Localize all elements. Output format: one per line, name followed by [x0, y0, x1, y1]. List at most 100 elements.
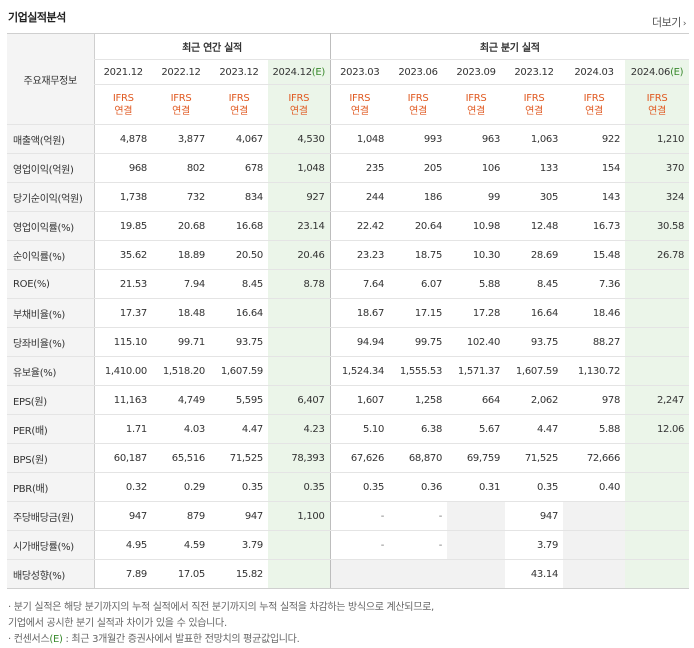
table-cell: 5.10: [329, 414, 390, 444]
ifrs-label: IFRS 연결: [563, 84, 626, 125]
row-label: 부채비율(%): [7, 298, 94, 328]
table-cell: 10.30: [447, 240, 506, 270]
table-cell: [625, 269, 690, 299]
table-cell: [625, 298, 690, 328]
footnote-line: · 분기 실적은 해당 분기까지의 누적 실적에서 직전 분기까지의 누적 실적…: [8, 602, 434, 613]
ifrs-line: IFRS: [170, 92, 192, 104]
table-cell: 2,062: [505, 385, 564, 415]
table-cell: [563, 530, 626, 560]
row-label: EPS(원): [7, 385, 94, 415]
estimate-mark: (E): [670, 66, 684, 78]
corner-label: 주요재무정보: [7, 33, 94, 125]
table-cell: 88.27: [563, 327, 626, 357]
ifrs-line: IFRS: [112, 92, 134, 104]
table-cell: [563, 501, 626, 531]
table-cell: 978: [563, 385, 626, 415]
table-cell: 17.37: [93, 298, 152, 328]
table-cell: 235: [329, 153, 390, 183]
table-cell: 143: [563, 182, 626, 212]
table-cell: 947: [93, 501, 152, 531]
period-header: 2024.12(E): [268, 59, 331, 85]
consolidated-line: 연결: [230, 105, 248, 117]
table-cell: 1,571.37: [447, 356, 506, 386]
table-cell: 72,666: [563, 443, 626, 473]
table-cell: 802: [152, 153, 210, 183]
row-label: 매출액(억원): [7, 124, 94, 154]
table-cell: 4,878: [93, 124, 152, 154]
table-cell: 18.46: [563, 298, 626, 328]
table-row: 당기순이익(억원) 1,738 732 834 927 244 186 99 305 143 324: [7, 182, 690, 212]
table-cell: 21.53: [93, 269, 152, 299]
table-cell: 4.95: [93, 530, 152, 560]
table-cell: 71,525: [505, 443, 564, 473]
period-date: 2024.12: [272, 66, 313, 78]
table-cell: 16.73: [563, 211, 626, 241]
ifrs-line: IFRS: [523, 92, 545, 104]
table-cell: 15.82: [210, 559, 268, 589]
table-cell: 7.89: [93, 559, 152, 589]
table-cell: 993: [389, 124, 448, 154]
table-cell: 23.14: [268, 211, 331, 241]
table-cell: 69,759: [447, 443, 506, 473]
table-cell: [625, 327, 690, 357]
table-cell: 664: [447, 385, 506, 415]
table-cell: 1,607.59: [210, 356, 268, 386]
table-cell: 963: [447, 124, 506, 154]
table-cell: 0.35: [505, 472, 564, 502]
table-row: BPS(원) 60,187 65,516 71,525 78,393 67,626 68,8…: [7, 443, 690, 473]
period-date: 2023.12: [219, 66, 259, 78]
table-cell: 106: [447, 153, 506, 183]
table-cell: 834: [210, 182, 268, 212]
period-date: 2023.09: [456, 66, 496, 78]
table-cell: 115.10: [93, 327, 152, 357]
table-cell: [447, 559, 506, 589]
table-cell: 12.48: [505, 211, 564, 241]
table-cell: 0.40: [563, 472, 626, 502]
period-date: 2023.12: [514, 66, 554, 78]
table-cell: 78,393: [268, 443, 331, 473]
table-cell: 4,067: [210, 124, 268, 154]
period-header: 2021.12: [93, 59, 152, 85]
table-cell: 879: [152, 501, 210, 531]
table-cell: 102.40: [447, 327, 506, 357]
footnote-prefix: · 컨센서스: [8, 634, 50, 645]
ifrs-label: IFRS 연결: [389, 84, 448, 125]
table-cell: 93.75: [210, 327, 268, 357]
ifrs-label: IFRS 연결: [505, 84, 564, 125]
estimate-mark: (E): [311, 66, 326, 78]
consolidated-line: 연결: [585, 105, 603, 117]
more-link[interactable]: 더보기 ›: [652, 14, 687, 30]
table-cell: 4.47: [505, 414, 564, 444]
row-label: 순이익률(%): [7, 240, 94, 270]
table-cell: 16.64: [210, 298, 268, 328]
period-header: 2023.06: [389, 59, 448, 85]
ifrs-line: IFRS: [646, 92, 668, 104]
more-label: 더보기: [652, 16, 681, 29]
table-cell: 26.78: [625, 240, 690, 270]
table-cell: 7.94: [152, 269, 210, 299]
period-date: 2024.06: [630, 66, 671, 78]
table-row: 배당성향(%) 7.89 17.05 15.82 43.14: [7, 559, 690, 589]
table-cell: 7.36: [563, 269, 626, 299]
table-row: PER(배) 1.71 4.03 4.47 4.23 5.10 6.38 5.67 4.47 5.…: [7, 414, 690, 444]
table-cell: 4.59: [152, 530, 210, 560]
ifrs-line: IFRS: [228, 92, 250, 104]
table-cell: 1,048: [329, 124, 390, 154]
table-cell: 20.50: [210, 240, 268, 270]
period-date: 2021.12: [103, 66, 144, 78]
table-cell: 35.62: [93, 240, 152, 270]
table-cell: 5,595: [210, 385, 268, 415]
ifrs-line: IFRS: [288, 92, 310, 104]
period-header: 2023.12: [505, 59, 564, 85]
table-cell: 18.89: [152, 240, 210, 270]
consolidated-line: 연결: [172, 105, 190, 117]
table-cell: 0.35: [210, 472, 268, 502]
table-cell: 16.68: [210, 211, 268, 241]
table-cell: 17.05: [152, 559, 210, 589]
table-row: EPS(원) 11,163 4,749 5,595 6,407 1,607 1,258 664…: [7, 385, 690, 415]
table-cell: [625, 472, 690, 502]
table-cell: 0.29: [152, 472, 210, 502]
ifrs-label: IFRS 연결: [268, 84, 331, 125]
table-cell: 968: [93, 153, 152, 183]
ifrs-line: IFRS: [349, 92, 371, 104]
